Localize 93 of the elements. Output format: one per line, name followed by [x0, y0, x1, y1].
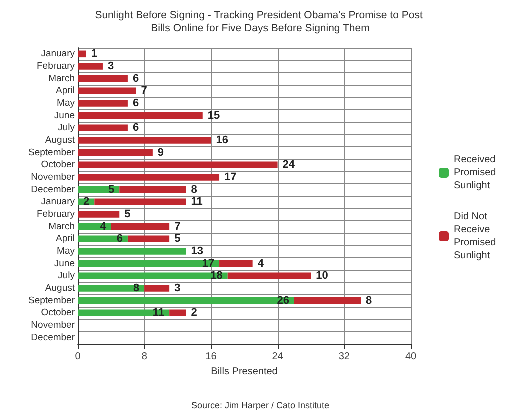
bar [78, 297, 294, 304]
bar [78, 272, 228, 280]
x-tick-label: 24 [272, 352, 284, 362]
y-tick-label: September [28, 295, 75, 306]
data-label: 4 [258, 258, 265, 270]
bar [78, 137, 212, 144]
bar [78, 63, 103, 70]
source-note: Source: Jim Harper / Cato Institute [191, 400, 330, 410]
y-tick-label: August [45, 283, 76, 294]
y-tick-label: March [48, 221, 75, 232]
y-tick-label: July [58, 270, 76, 282]
y-tick-label: February [36, 61, 76, 72]
bar [78, 260, 220, 268]
data-label: 8 [133, 282, 140, 294]
y-tick-label: January [41, 48, 76, 60]
data-label: 5 [174, 233, 181, 246]
data-label: 13 [191, 246, 204, 258]
data-label: 11 [191, 196, 203, 208]
bar [144, 285, 170, 292]
x-tick-label: 8 [142, 352, 148, 362]
x-axis-title: Bills Presented [211, 366, 278, 378]
bar [78, 248, 186, 255]
y-tick-label: October [41, 308, 75, 319]
bar [78, 50, 86, 58]
bar [78, 124, 128, 132]
data-label: 6 [132, 98, 140, 110]
data-label: 7 [174, 220, 181, 233]
y-tick-label: December [31, 184, 75, 196]
bar [220, 260, 253, 268]
bar [228, 272, 312, 280]
y-tick-label: June [54, 110, 75, 122]
bar [170, 310, 186, 317]
y-tick-label: May [57, 246, 76, 257]
data-label: 15 [208, 110, 220, 122]
legend-label: Received Promised Sunlight [454, 154, 500, 192]
data-label: 1 [91, 48, 98, 60]
bar [78, 310, 170, 317]
y-tick-label: May [57, 98, 76, 109]
chart-title: Sunlight Before Signing - Tracking President Obama's Promise to Post Bills Online for Five Days Before Signing Them [95, 10, 426, 34]
bar [128, 236, 170, 243]
data-label: 16 [216, 134, 228, 146]
legend-label: Did Not Receive Promised Sunlight [454, 212, 500, 262]
y-tick-label: April [56, 86, 75, 97]
x-tick-label: 16 [206, 352, 218, 362]
bar [78, 112, 203, 120]
y-tick-label: January [41, 196, 76, 208]
data-label: 4 [100, 220, 108, 233]
y-tick-label: December [31, 332, 75, 344]
data-label: 6 [116, 233, 123, 246]
bar [94, 198, 186, 206]
x-tick-label: 32 [338, 352, 350, 362]
y-tick-label: November [31, 172, 75, 183]
data-label: 7 [141, 85, 148, 98]
bar [111, 223, 170, 230]
data-label: 3 [108, 60, 114, 72]
bar [78, 149, 153, 156]
y-tick-label: July [58, 122, 76, 134]
bar [78, 162, 278, 169]
data-label: 8 [191, 184, 198, 196]
data-label: 5 [124, 208, 131, 220]
data-label: 24 [282, 159, 296, 172]
bar [78, 211, 120, 218]
data-label: 6 [132, 72, 140, 85]
x-tick-label: 40 [405, 352, 417, 362]
data-label: 5 [108, 184, 115, 196]
y-tick-label: February [36, 209, 76, 220]
bar [78, 88, 136, 95]
data-label: 8 [366, 294, 372, 307]
data-label: 2 [84, 196, 90, 208]
data-label: 6 [132, 122, 140, 134]
bar [78, 100, 128, 107]
bar [120, 186, 186, 194]
x-tick-label: 0 [75, 352, 82, 362]
y-tick-label: April [56, 234, 75, 245]
bar [78, 285, 145, 292]
data-label: 3 [174, 282, 181, 294]
data-label: 2 [191, 307, 198, 320]
bar [78, 75, 128, 82]
y-tick-label: August [45, 135, 76, 146]
data-label: 17 [202, 258, 215, 270]
data-label: 18 [210, 270, 223, 282]
y-tick-label: October [41, 160, 75, 171]
y-tick-label: June [54, 258, 75, 270]
y-tick-label: March [48, 73, 75, 84]
bar [78, 174, 220, 181]
data-label: 26 [277, 294, 290, 307]
data-label: 17 [224, 172, 237, 184]
y-tick-label: November [31, 320, 75, 331]
data-label: 11 [152, 307, 165, 320]
bar [294, 297, 362, 304]
y-tick-label: September [28, 147, 75, 158]
data-label: 10 [316, 270, 328, 282]
data-label: 9 [158, 146, 164, 159]
